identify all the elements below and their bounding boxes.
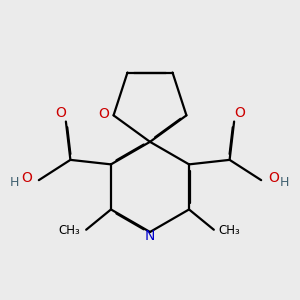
Text: H: H bbox=[280, 176, 289, 189]
Text: H: H bbox=[9, 176, 19, 189]
Text: O: O bbox=[55, 106, 66, 120]
Text: O: O bbox=[234, 106, 245, 120]
Text: CH₃: CH₃ bbox=[58, 224, 80, 237]
Text: O: O bbox=[21, 171, 32, 185]
Text: N: N bbox=[145, 229, 155, 243]
Text: O: O bbox=[268, 171, 279, 185]
Text: CH₃: CH₃ bbox=[219, 224, 241, 237]
Text: O: O bbox=[98, 107, 109, 122]
